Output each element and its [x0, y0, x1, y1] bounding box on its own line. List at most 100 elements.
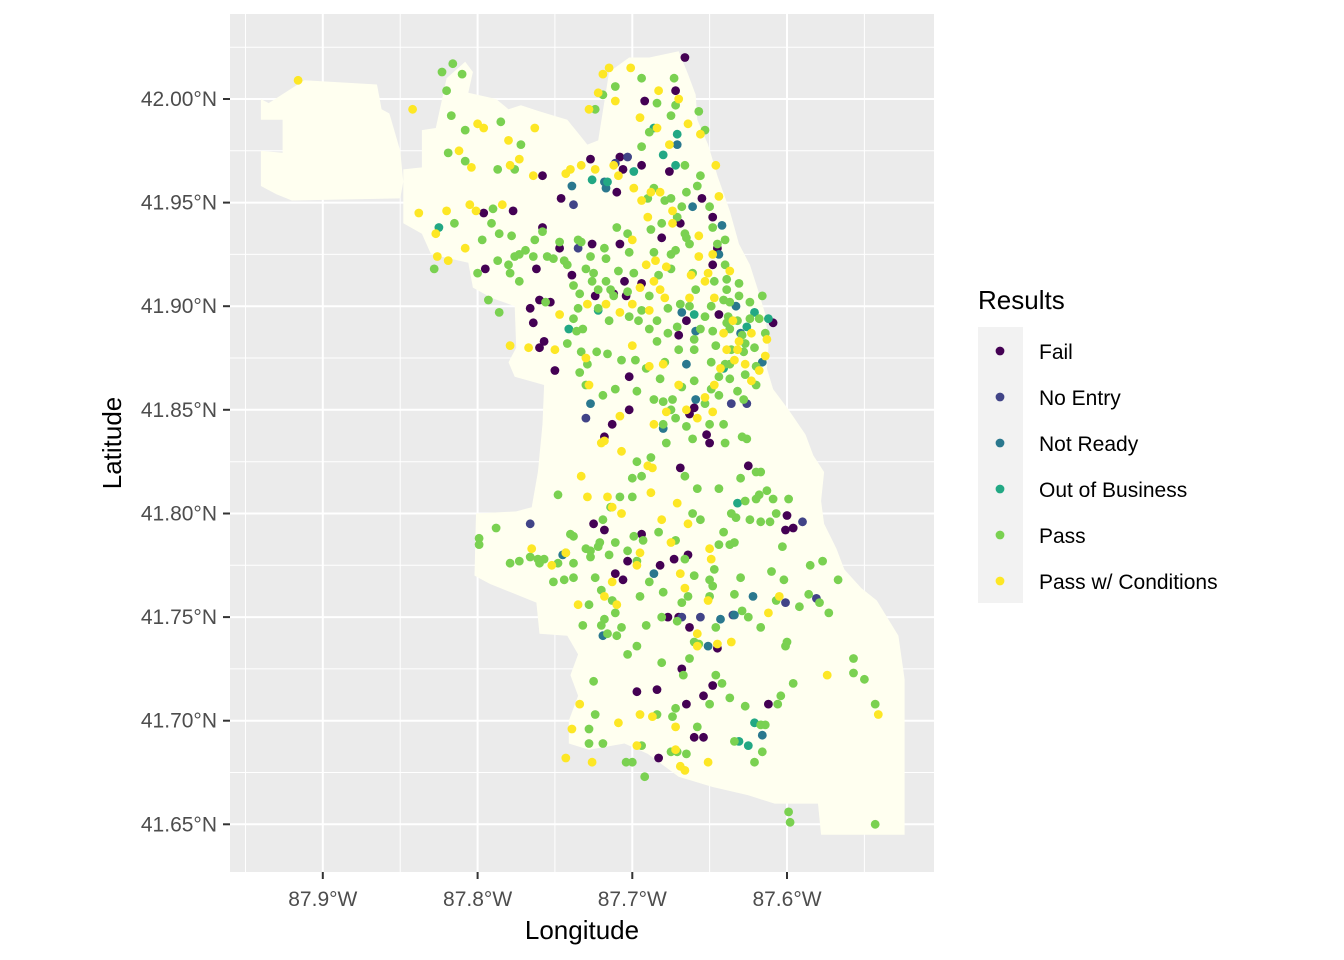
data-point	[584, 724, 594, 734]
data-point	[709, 276, 719, 286]
data-point	[655, 285, 665, 294]
data-point	[655, 187, 665, 197]
data-point	[505, 268, 515, 278]
data-point	[750, 757, 759, 767]
data-point	[697, 194, 707, 203]
data-point	[584, 380, 594, 390]
y-tick-label: 41.80°N	[141, 503, 217, 526]
data-point	[660, 293, 670, 303]
data-point	[680, 766, 690, 775]
data-point	[604, 550, 614, 560]
data-point	[675, 569, 685, 578]
data-point	[590, 104, 600, 114]
data-point	[657, 233, 667, 243]
data-point	[561, 169, 571, 179]
data-point	[556, 194, 566, 203]
data-point	[414, 208, 424, 218]
data-point	[646, 225, 656, 234]
x-axis-ticks: 87.9°W 87.8°W 87.7°W 87.6°W	[288, 872, 822, 911]
data-point	[740, 496, 750, 506]
data-point	[781, 641, 790, 651]
data-point	[725, 266, 735, 276]
legend-key-background	[978, 327, 1023, 603]
data-point	[824, 608, 834, 618]
y-axis-ticks: 41.65°N 41.70°N 41.75°N 41.80°N 41.85°N 41.90…	[141, 88, 230, 836]
data-point	[804, 589, 814, 599]
data-point	[734, 337, 744, 346]
data-point	[450, 218, 459, 228]
data-point	[771, 509, 781, 518]
legend-title: Results	[978, 285, 1065, 315]
data-point	[617, 355, 626, 365]
data-point	[652, 98, 662, 108]
data-point	[784, 494, 793, 504]
data-point	[644, 577, 654, 587]
data-point	[603, 629, 612, 639]
data-point	[685, 293, 694, 303]
data-point	[632, 641, 642, 651]
data-point	[751, 494, 761, 504]
data-point	[600, 243, 609, 253]
data-point	[524, 343, 533, 353]
x-tick-label: 87.9°W	[288, 888, 357, 911]
data-point	[493, 165, 503, 174]
data-point	[649, 247, 659, 257]
data-point	[699, 691, 708, 701]
data-point	[674, 94, 684, 104]
data-point	[675, 463, 685, 473]
data-point	[539, 337, 549, 346]
data-point	[689, 732, 699, 742]
data-point	[637, 196, 646, 205]
data-point	[750, 308, 759, 317]
data-point	[765, 517, 775, 527]
data-point	[703, 596, 713, 605]
data-point	[692, 722, 702, 732]
data-point	[477, 235, 487, 245]
data-point	[652, 123, 662, 133]
data-point	[593, 303, 603, 313]
data-point	[658, 359, 668, 369]
data-point	[584, 739, 594, 748]
data-point	[293, 75, 303, 85]
data-point	[569, 200, 578, 210]
data-point	[717, 679, 727, 688]
data-point	[725, 693, 735, 703]
data-point	[666, 538, 676, 547]
data-point	[629, 531, 639, 541]
data-point	[654, 753, 663, 763]
data-point	[637, 142, 646, 152]
data-point	[629, 167, 639, 176]
data-point	[610, 82, 620, 91]
data-point	[586, 399, 595, 408]
data-point	[682, 422, 691, 431]
data-point	[615, 152, 625, 162]
data-point	[849, 668, 858, 678]
data-point	[479, 123, 489, 133]
data-point	[610, 538, 620, 547]
data-point	[694, 252, 704, 261]
data-point	[669, 554, 679, 564]
data-point	[692, 413, 702, 423]
data-point	[685, 654, 694, 663]
y-axis-title: Latitude	[97, 397, 127, 490]
data-point	[798, 517, 807, 527]
data-point	[728, 316, 738, 326]
data-point	[655, 374, 665, 384]
data-point	[576, 237, 586, 247]
data-point	[623, 650, 632, 659]
data-point	[562, 339, 572, 348]
data-point	[587, 276, 597, 286]
data-point	[514, 276, 524, 286]
data-point	[725, 297, 735, 307]
data-point	[576, 347, 586, 357]
data-point	[598, 69, 608, 79]
legend-label: Pass w/ Conditions	[1039, 571, 1218, 594]
legend-key	[995, 576, 1005, 586]
data-point	[870, 699, 880, 709]
data-point	[716, 364, 725, 373]
data-point	[726, 509, 736, 518]
data-point	[708, 681, 718, 690]
data-point	[590, 710, 600, 719]
data-point	[658, 587, 668, 597]
data-point	[635, 592, 645, 601]
